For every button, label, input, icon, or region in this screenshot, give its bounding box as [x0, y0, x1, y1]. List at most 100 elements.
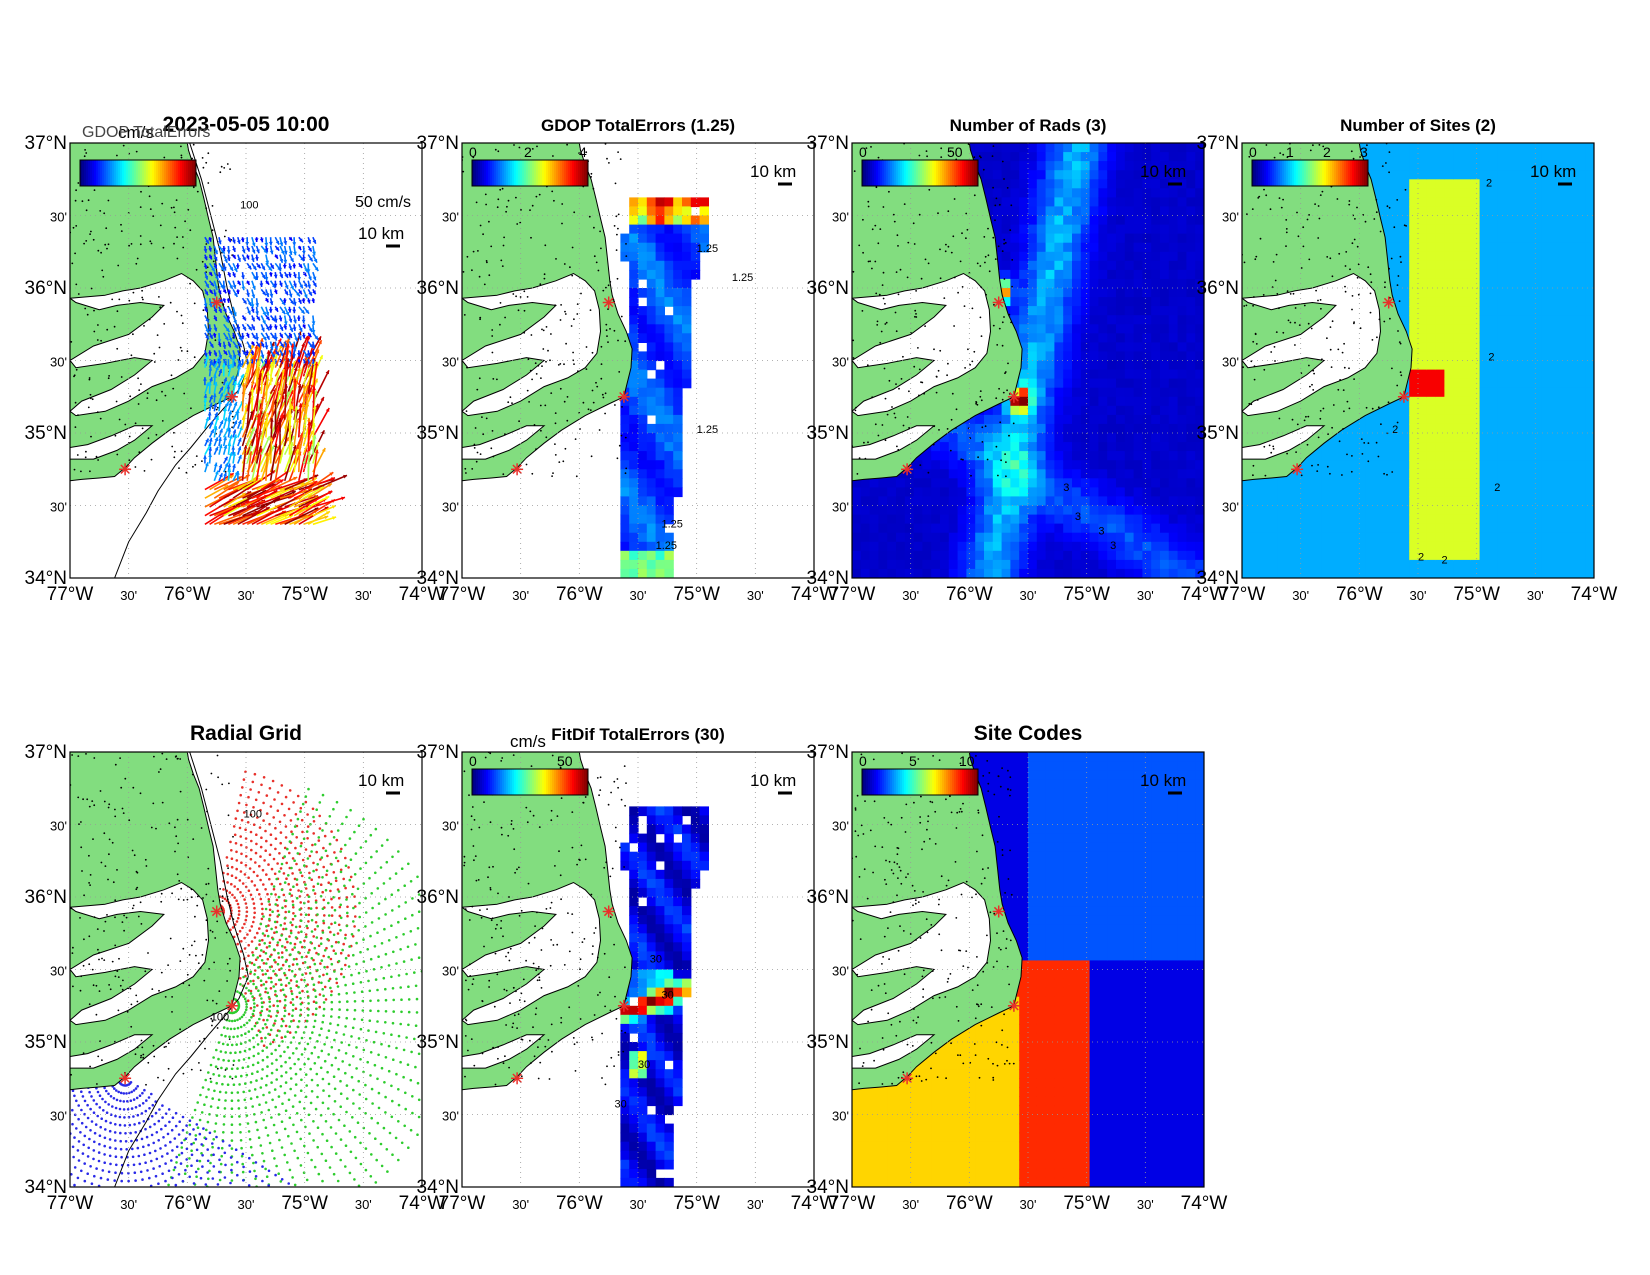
field-cell [1080, 269, 1091, 280]
field-cell [1330, 550, 1340, 561]
field-cell [1286, 478, 1296, 488]
vector-head [301, 319, 306, 324]
vector-head [207, 411, 212, 416]
field-cell [1426, 260, 1437, 271]
field-cell [940, 514, 950, 525]
field-cell [1453, 233, 1463, 244]
field-cell [1010, 315, 1020, 325]
field-cell [1418, 197, 1428, 208]
field-cell [1151, 251, 1161, 262]
field-cell [1072, 324, 1082, 334]
vector-head [208, 367, 213, 371]
vector-head [278, 267, 283, 272]
field-cell [1019, 469, 1029, 479]
field-cell [1418, 224, 1428, 235]
field-cell [1303, 532, 1313, 543]
vector-head [274, 307, 278, 312]
field-cell [1098, 260, 1108, 271]
field-cell [1151, 460, 1161, 470]
field-cell [1168, 469, 1179, 479]
field-cell [1133, 306, 1143, 316]
vector-head [290, 300, 294, 305]
vector-head [218, 240, 222, 245]
field-cell [655, 469, 665, 479]
field-cell [1195, 378, 1204, 389]
field-cell [1107, 333, 1117, 343]
field-cell [1409, 288, 1419, 298]
field-cell [1028, 179, 1038, 189]
field-cell [1391, 215, 1401, 226]
field-cell [673, 460, 683, 470]
field-cell [1418, 532, 1428, 543]
field-cell [1391, 278, 1401, 289]
field-cell [1151, 559, 1161, 570]
field-cell [1010, 161, 1020, 171]
field-cell [655, 496, 665, 507]
field-cell [1010, 414, 1020, 425]
vector-head [237, 476, 242, 480]
field-cell [1045, 559, 1055, 570]
field-cell [992, 433, 1003, 443]
current-vector [274, 340, 288, 368]
field-cell [896, 559, 906, 570]
axes-frame [851, 142, 1205, 579]
field-cell [1409, 532, 1419, 543]
field-cell [673, 242, 683, 253]
field-cell [1453, 514, 1463, 525]
vector-head [240, 238, 245, 243]
colorbar-tick: 0 [859, 144, 867, 160]
field-cell [1107, 414, 1117, 425]
lon-tick-label: 77°W [829, 584, 876, 605]
field-cell [690, 224, 701, 235]
current-vector [251, 344, 258, 377]
vector-head [227, 463, 232, 468]
vector-head [223, 308, 227, 313]
field-cell [1107, 242, 1117, 253]
vector-head [223, 407, 227, 411]
field-cell [655, 242, 665, 253]
field-cell [1151, 278, 1161, 289]
field-cell [1028, 333, 1038, 343]
field-cell [1107, 315, 1117, 325]
field-cell [913, 532, 923, 543]
field-cell [629, 315, 639, 325]
field-cell [1195, 460, 1204, 470]
field-cell [1045, 324, 1055, 334]
field-cell [1177, 469, 1187, 479]
field-cell [1160, 423, 1170, 434]
vector-head [269, 418, 274, 422]
field-cell [1400, 433, 1410, 443]
field-cell [922, 469, 932, 479]
field-cell [1444, 369, 1454, 380]
field-cell [1453, 251, 1463, 262]
field-cell [1072, 378, 1082, 389]
field-cell [1124, 442, 1135, 452]
field-cell [1186, 550, 1196, 561]
field-cell [1177, 532, 1187, 543]
vector-head [255, 311, 259, 315]
field-cell [1151, 206, 1161, 217]
vector-head [307, 284, 311, 289]
field-cell [1107, 378, 1117, 389]
field-cell [1063, 188, 1073, 198]
field-cell [1435, 396, 1445, 407]
vector-head [268, 241, 273, 246]
field-cell [1160, 433, 1170, 443]
field-cell [1133, 215, 1143, 226]
vector-head [293, 283, 297, 288]
field-cell [620, 242, 630, 253]
field-cell [1294, 496, 1305, 507]
field-cell [1356, 514, 1366, 525]
field-cell [1142, 541, 1152, 552]
field-cell [852, 514, 862, 525]
contour-label: 3 [1110, 540, 1116, 552]
field-cell [984, 532, 994, 543]
field-cell [1400, 532, 1410, 543]
current-vector [265, 420, 281, 455]
field-cell [1054, 215, 1064, 226]
vector-head [213, 292, 217, 297]
field-cell [1116, 460, 1126, 470]
field-cell [1045, 487, 1055, 498]
field-cell [1010, 478, 1020, 488]
field-cell [1089, 260, 1099, 271]
